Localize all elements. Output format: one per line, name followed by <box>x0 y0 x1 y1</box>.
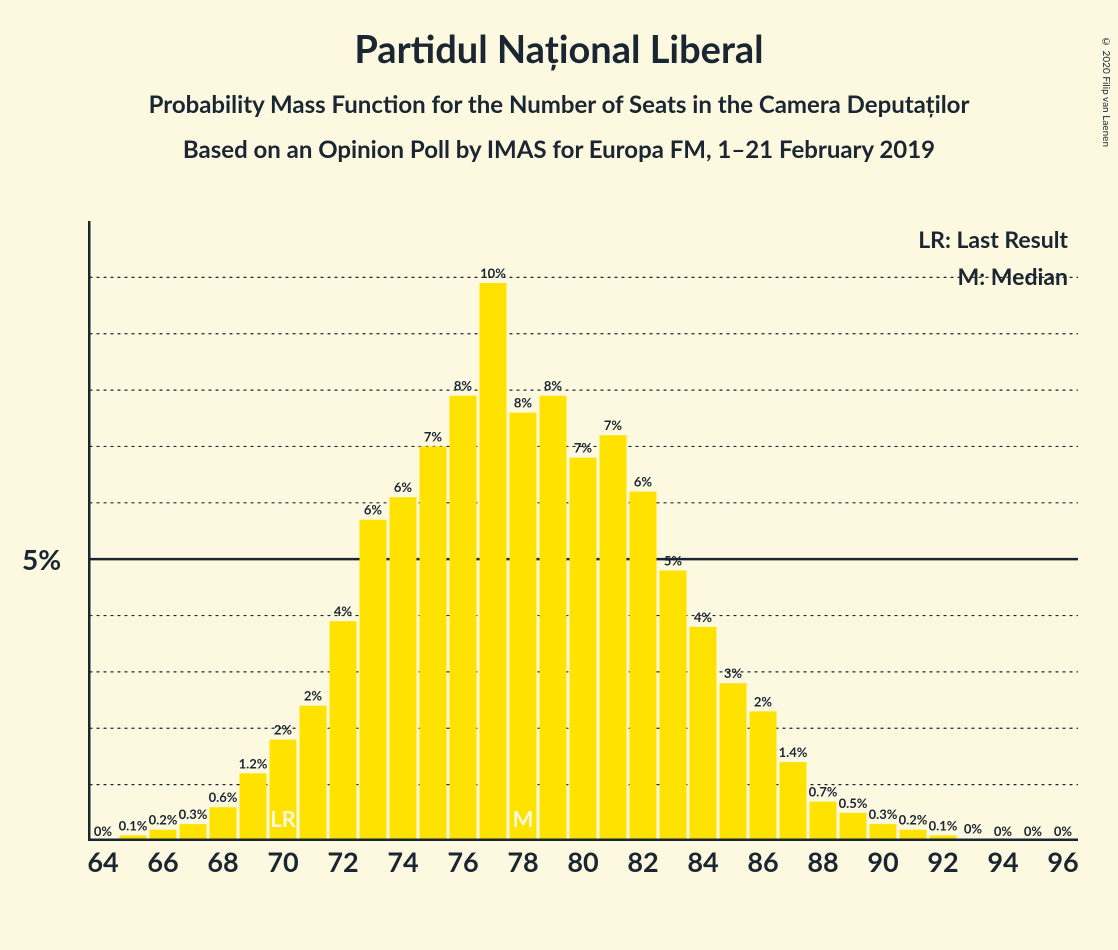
bar-value-label: 0.5% <box>839 795 868 811</box>
x-tick-label: 94 <box>987 845 1018 878</box>
x-tick-label: 72 <box>327 845 358 878</box>
bar-value-label: 0.6% <box>209 789 238 805</box>
bar-value-label: 0.2% <box>899 812 928 828</box>
bar-marker: LR <box>270 805 296 832</box>
y-axis-label: 5% <box>22 542 61 576</box>
bar <box>450 396 477 841</box>
bar <box>480 283 507 841</box>
bar-value-label: 10% <box>480 265 506 281</box>
bar <box>330 621 357 841</box>
bar-value-label: 0.1% <box>119 817 148 833</box>
page-subtitle-2: Based on an Opinion Poll by IMAS for Eur… <box>0 135 1118 164</box>
x-tick-label: 70 <box>267 845 298 878</box>
bar-value-label: 0.1% <box>929 817 958 833</box>
bar-value-label: 4% <box>334 603 353 619</box>
copyright-label: © 2020 Filip van Laenen <box>1100 36 1112 147</box>
bar-value-label: 0.2% <box>149 812 178 828</box>
chart-svg: 0%0.1%0.2%0.3%0.6%1.2%2%LR2%4%6%6%7%8%10… <box>88 221 1078 841</box>
bar-value-label: 0% <box>1054 823 1073 839</box>
bar-value-label: 5% <box>664 552 683 568</box>
bar-value-label: 7% <box>604 417 623 433</box>
bar-value-label: 7% <box>574 440 593 456</box>
x-axis-labels: 64 66 68 70 72 74 76 78 80 82 84 86 88 90 92 94 96 <box>88 845 1078 885</box>
pmf-chart: LR: Last Result M: Median 5% 0%0.1%0.2%0… <box>88 221 1078 841</box>
bar-value-label: 2% <box>274 722 293 738</box>
bar <box>540 396 567 841</box>
x-tick-label: 76 <box>447 845 478 878</box>
bar <box>210 807 237 841</box>
bar <box>510 413 537 841</box>
bar-value-label: 6% <box>364 502 383 518</box>
bar-value-label: 8% <box>544 378 563 394</box>
bar-value-label: 0.3% <box>869 806 898 822</box>
bar-value-label: 1.2% <box>239 755 268 771</box>
x-tick-label: 74 <box>387 845 418 878</box>
x-tick-label: 92 <box>927 845 958 878</box>
bar <box>660 570 687 841</box>
bar-value-label: 0% <box>964 821 983 837</box>
bar-value-label: 0% <box>94 823 113 839</box>
x-tick-label: 82 <box>627 845 658 878</box>
bar <box>840 813 867 841</box>
bar <box>300 706 327 841</box>
bar <box>750 711 777 841</box>
bar <box>810 802 837 841</box>
bar-value-label: 6% <box>394 479 413 495</box>
bar-value-label: 0% <box>1024 823 1043 839</box>
bar <box>600 435 627 841</box>
x-tick-label: 66 <box>147 845 178 878</box>
bar-value-label: 0% <box>994 823 1013 839</box>
bar <box>360 520 387 841</box>
bar-value-label: 0.7% <box>809 784 838 800</box>
x-tick-label: 80 <box>567 845 598 878</box>
bar <box>420 446 447 841</box>
bar-value-label: 2% <box>754 693 773 709</box>
x-tick-label: 84 <box>687 845 718 878</box>
bar <box>390 497 417 841</box>
bar-value-label: 2% <box>304 688 323 704</box>
bar-marker: M <box>513 805 534 832</box>
bar <box>780 762 807 841</box>
bar-value-label: 0.3% <box>179 806 208 822</box>
page-subtitle-1: Probability Mass Function for the Number… <box>0 90 1118 119</box>
bar-value-label: 4% <box>694 609 713 625</box>
x-tick-label: 90 <box>867 845 898 878</box>
bar-value-label: 7% <box>424 428 443 444</box>
bar-value-label: 6% <box>634 474 653 490</box>
x-tick-label: 68 <box>207 845 238 878</box>
bar <box>570 458 597 841</box>
bar-value-label: 8% <box>454 378 473 394</box>
page-title: Partidul Național Liberal <box>0 26 1118 72</box>
bar <box>630 492 657 841</box>
bar-value-label: 1.4% <box>779 744 808 760</box>
x-tick-label: 96 <box>1047 845 1078 878</box>
bar <box>240 773 267 841</box>
bar-value-label: 8% <box>514 395 533 411</box>
bar-value-label: 3% <box>724 665 743 681</box>
x-tick-label: 86 <box>747 845 778 878</box>
bar <box>180 824 207 841</box>
x-tick-label: 64 <box>87 845 118 878</box>
bar <box>870 824 897 841</box>
bar <box>720 683 747 841</box>
x-tick-label: 78 <box>507 845 538 878</box>
x-tick-label: 88 <box>807 845 838 878</box>
bar <box>690 627 717 841</box>
